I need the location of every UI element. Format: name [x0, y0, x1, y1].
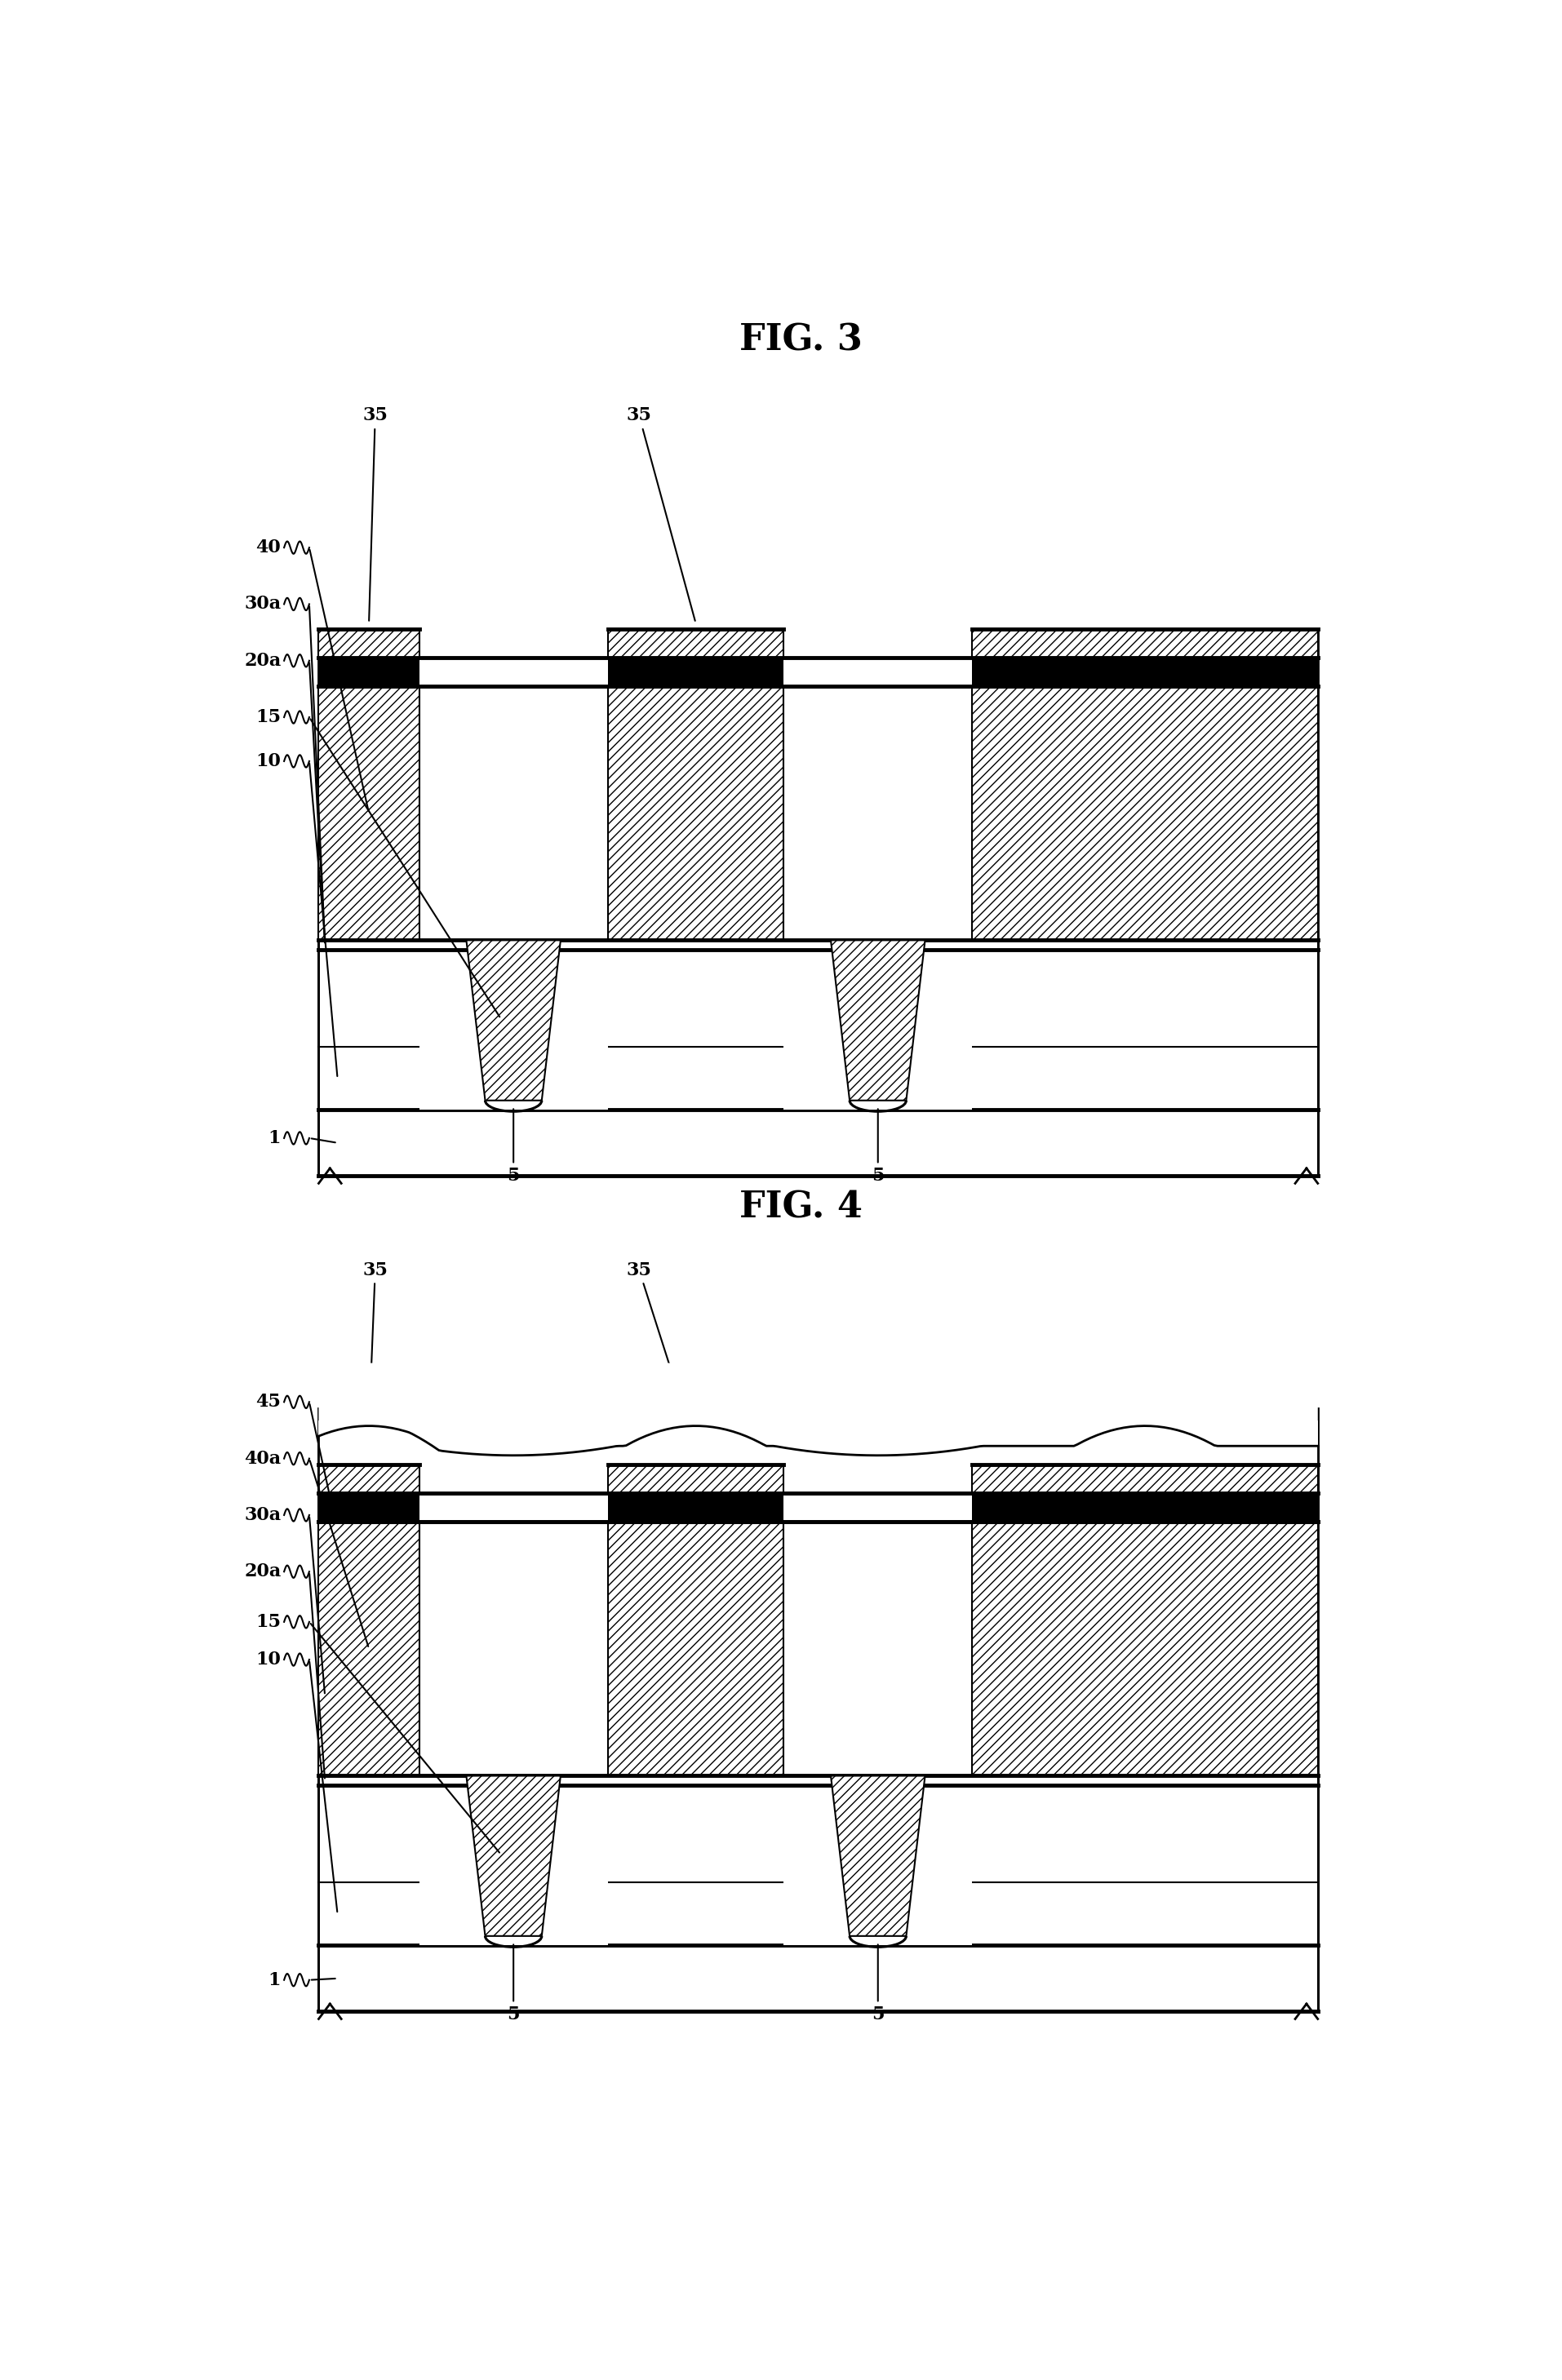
Bar: [319, 1421, 1317, 1521]
Text: 35: 35: [626, 1261, 695, 1445]
Text: 20a: 20a: [244, 1564, 281, 1580]
Bar: [972, 628, 1317, 657]
Polygon shape: [465, 940, 561, 1100]
Bar: [783, 1521, 972, 1775]
Bar: [783, 685, 972, 940]
Text: 15: 15: [256, 1614, 281, 1630]
Text: 30a: 30a: [244, 595, 281, 614]
Bar: [319, 628, 419, 657]
Polygon shape: [319, 1364, 1317, 1457]
Bar: [608, 685, 783, 940]
Text: 5: 5: [872, 1109, 884, 1185]
Text: 10: 10: [256, 1652, 281, 1668]
Bar: [419, 1521, 608, 1775]
Text: 35: 35: [362, 1261, 387, 1426]
Text: 5: 5: [506, 1109, 520, 1185]
Bar: [319, 657, 419, 685]
Bar: [419, 940, 608, 1109]
Text: 10: 10: [256, 752, 281, 771]
Text: 45: 45: [256, 1392, 281, 1411]
Bar: [783, 940, 972, 1109]
Text: 40: 40: [256, 538, 281, 557]
Bar: [419, 685, 608, 940]
Text: 20a: 20a: [244, 652, 281, 669]
Bar: [972, 1464, 1317, 1492]
Bar: [608, 1464, 783, 1492]
Polygon shape: [831, 1775, 925, 1935]
Bar: [608, 1521, 783, 1775]
Bar: [319, 1464, 419, 1492]
Text: FIG. 3: FIG. 3: [739, 324, 862, 357]
Bar: [419, 1775, 608, 1944]
Text: 15: 15: [256, 709, 281, 726]
Bar: [319, 685, 419, 940]
Bar: [608, 657, 783, 685]
Bar: [972, 1492, 1317, 1521]
Text: 35: 35: [626, 407, 695, 621]
Text: 30a: 30a: [244, 1507, 281, 1523]
Text: 40a: 40a: [244, 1449, 281, 1468]
Text: 35: 35: [362, 407, 387, 621]
Bar: [783, 1775, 972, 1944]
Text: 5: 5: [872, 1944, 884, 2023]
Polygon shape: [465, 1775, 561, 1935]
Polygon shape: [831, 940, 925, 1100]
Text: 5: 5: [506, 1944, 520, 2023]
Text: 1: 1: [269, 1971, 281, 1990]
Bar: [972, 1521, 1317, 1775]
Bar: [972, 657, 1317, 685]
Text: 1: 1: [269, 1128, 281, 1147]
Bar: [319, 1521, 419, 1775]
Bar: [608, 628, 783, 657]
Text: FIG. 4: FIG. 4: [739, 1190, 862, 1226]
Bar: [972, 685, 1317, 940]
Bar: [608, 1492, 783, 1521]
Bar: [319, 1492, 419, 1521]
